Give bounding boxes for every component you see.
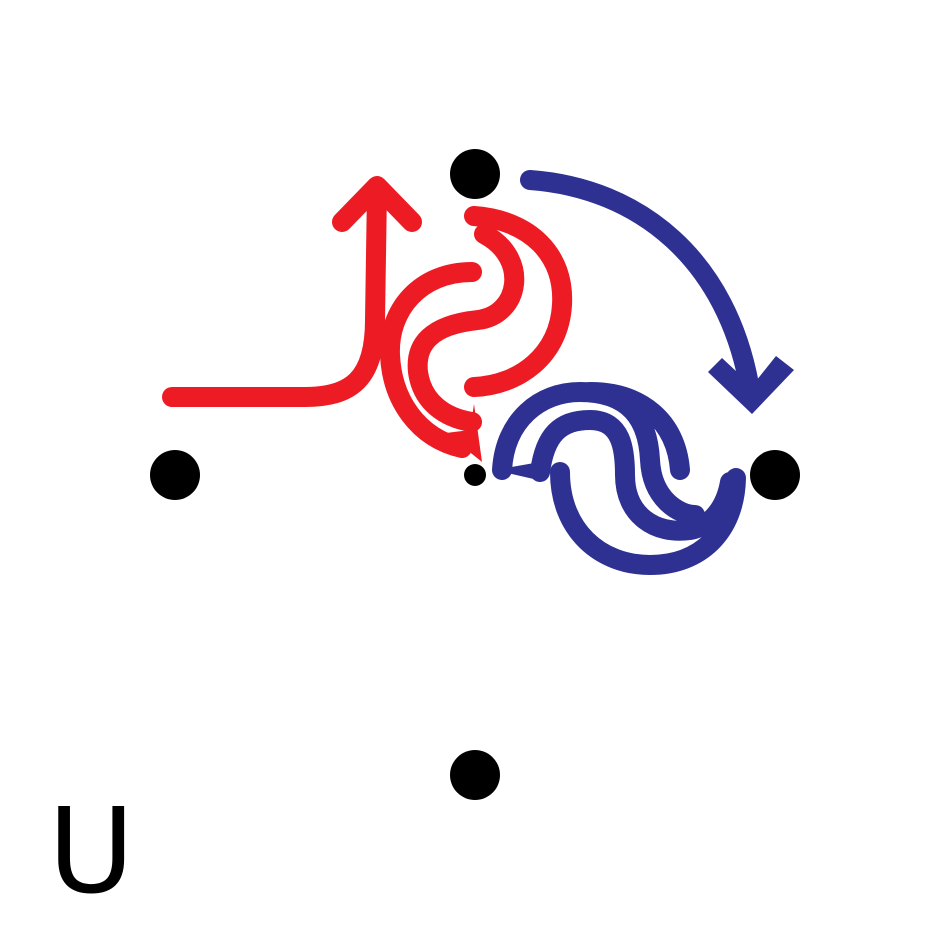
blue-arc-arrow bbox=[520, 170, 760, 400]
node-top bbox=[450, 149, 500, 199]
node-right bbox=[750, 450, 800, 500]
blue-swirl-tail bbox=[494, 462, 540, 480]
node-bottom bbox=[450, 750, 500, 800]
node-center bbox=[464, 464, 486, 486]
red-swirl-arrowhead bbox=[446, 404, 482, 462]
red-up-arrow bbox=[162, 176, 422, 407]
blue-arc-arrowhead bbox=[708, 356, 794, 414]
node-left bbox=[150, 450, 200, 500]
diagram-label: U bbox=[48, 782, 134, 920]
blue-swirl bbox=[492, 382, 746, 575]
red-swirl-arrow bbox=[379, 206, 573, 458]
